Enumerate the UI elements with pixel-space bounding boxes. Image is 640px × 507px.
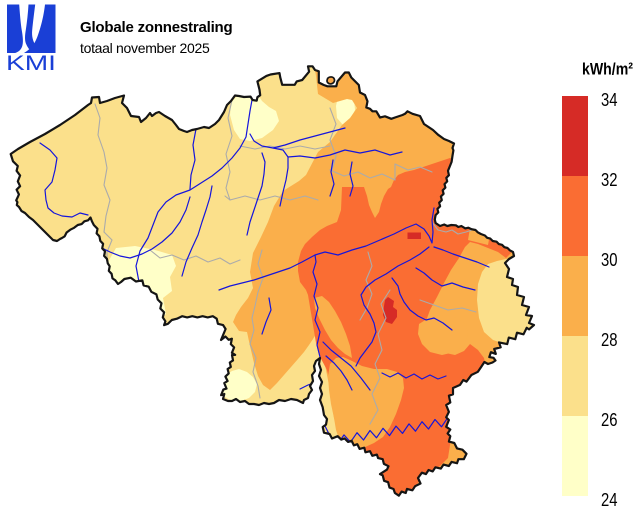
- svg-text:24: 24: [601, 490, 618, 507]
- svg-text:KMI: KMI: [6, 52, 56, 75]
- svg-text:30: 30: [601, 250, 618, 270]
- svg-text:28: 28: [601, 330, 618, 350]
- svg-text:kWh/m²: kWh/m²: [582, 61, 633, 79]
- svg-text:32: 32: [601, 170, 618, 190]
- svg-text:26: 26: [601, 410, 618, 430]
- svg-text:34: 34: [601, 90, 618, 110]
